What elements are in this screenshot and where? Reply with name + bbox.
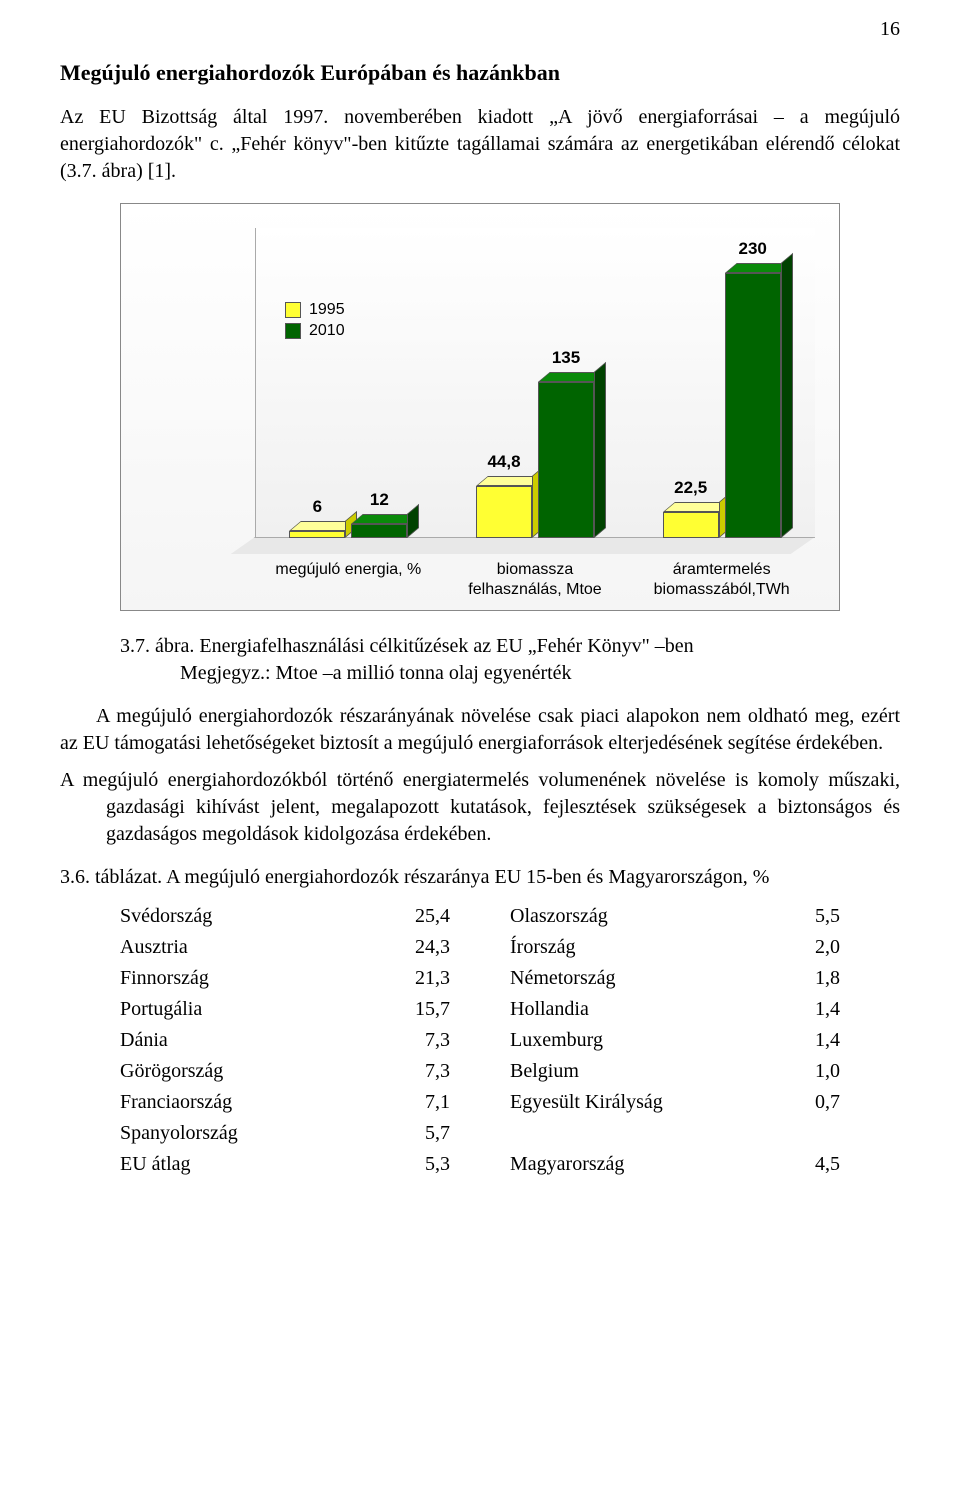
chart-axis-labels: megújuló energia, %biomasszafelhasználás… [255, 560, 815, 600]
table-country: Svédország [120, 905, 340, 928]
bar: 44,8 [476, 486, 532, 538]
bar-group: 22,5230 [628, 273, 815, 538]
table-country: Franciaország [120, 1091, 340, 1114]
table-value: 21,3 [380, 967, 470, 990]
table-country: Dánia [120, 1029, 340, 1052]
figure-caption: 3.7. ábra. Energiafelhasználási célkitűz… [120, 635, 900, 658]
table-value: 0,7 [770, 1091, 860, 1114]
bar-front-face [663, 512, 719, 538]
bar-side-face [407, 504, 419, 538]
bar-value-label: 135 [538, 348, 594, 368]
bar-front-face [725, 273, 781, 538]
bar-group: 44,8135 [442, 382, 629, 538]
bar: 12 [351, 524, 407, 538]
figure-caption-note: Megjegyz.: Mtoe –a millió tonna olaj egy… [180, 662, 900, 685]
table-value: 1,4 [770, 998, 860, 1021]
table-value: 1,4 [770, 1029, 860, 1052]
page-number: 16 [880, 18, 900, 41]
section-heading: Megújuló energiahordozók Európában és ha… [60, 60, 900, 86]
table-country: Olaszország [510, 905, 730, 928]
bar-side-face [781, 253, 793, 538]
bar-value-label: 6 [289, 497, 345, 517]
table-country: Ausztria [120, 936, 340, 959]
axis-category-label: áramtermelésbiomasszából,TWh [628, 560, 815, 600]
bar: 22,5 [663, 512, 719, 538]
table-value [770, 1122, 860, 1145]
bar-front-face [476, 486, 532, 538]
table-value: 25,4 [380, 905, 470, 928]
bar-value-label: 22,5 [663, 478, 719, 498]
table-country: Belgium [510, 1060, 730, 1083]
bar: 6 [289, 531, 345, 538]
bar: 230 [725, 273, 781, 538]
table-value: 1,8 [770, 967, 860, 990]
table-country: Egyesült Királyság [510, 1091, 730, 1114]
paragraph-2: A megújuló energiahordozók részarányának… [60, 703, 900, 757]
paragraph-3: A megújuló energiahordozókból történő en… [60, 767, 900, 848]
bar-front-face [351, 524, 407, 538]
bar-front-face [289, 531, 345, 538]
bar-side-face [594, 362, 606, 538]
table-country [510, 1122, 730, 1145]
table-country: Magyarország [510, 1153, 730, 1176]
table-value: 2,0 [770, 936, 860, 959]
axis-category-label: biomasszafelhasználás, Mtoe [442, 560, 629, 600]
table-value: 4,5 [770, 1153, 860, 1176]
table-value: 7,3 [380, 1029, 470, 1052]
chart-floor [231, 537, 815, 554]
table-value: 5,7 [380, 1122, 470, 1145]
bar-value-label: 230 [725, 239, 781, 259]
table-value: 15,7 [380, 998, 470, 1021]
intro-paragraph: Az EU Bizottság által 1997. novemberében… [60, 104, 900, 185]
chart-3-7: 1995 2010 61244,813522,5230 megújuló ene… [120, 203, 840, 611]
bar-value-label: 44,8 [476, 452, 532, 472]
table-value: 5,5 [770, 905, 860, 928]
table-value: 7,1 [380, 1091, 470, 1114]
table-country: Luxemburg [510, 1029, 730, 1052]
chart-bars: 61244,813522,5230 [255, 218, 815, 538]
axis-category-label: megújuló energia, % [255, 560, 442, 600]
table-country: Finnország [120, 967, 340, 990]
share-table: Svédország 25,4 Olaszország 5,5 Ausztria 24,3… [120, 905, 900, 1176]
bar-front-face [538, 382, 594, 538]
bar-value-label: 12 [351, 490, 407, 510]
bar: 135 [538, 382, 594, 538]
table-3-6-title: 3.6. táblázat. A megújuló energiahordozó… [60, 866, 900, 889]
table-country: Írország [510, 936, 730, 959]
table-value: 5,3 [380, 1153, 470, 1176]
table-country: Portugália [120, 998, 340, 1021]
table-country: Spanyolország [120, 1122, 340, 1145]
table-country: Németország [510, 967, 730, 990]
table-value: 1,0 [770, 1060, 860, 1083]
table-value: 24,3 [380, 936, 470, 959]
table-value: 7,3 [380, 1060, 470, 1083]
table-country: EU átlag [120, 1153, 340, 1176]
table-country: Görögország [120, 1060, 340, 1083]
bar-group: 6 12 [255, 524, 442, 538]
table-country: Hollandia [510, 998, 730, 1021]
